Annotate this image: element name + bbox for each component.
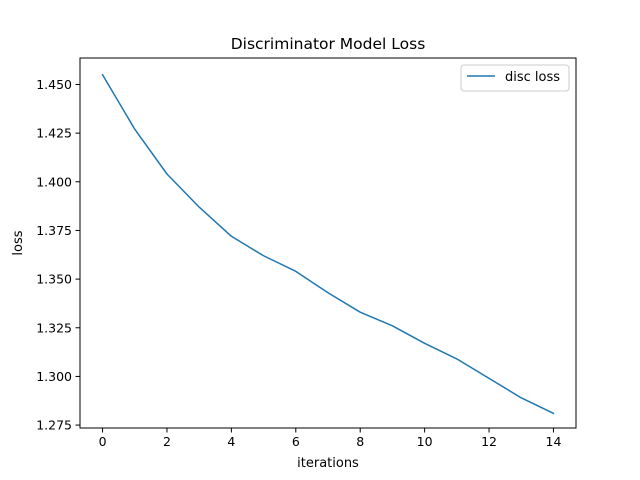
y-tick-label: 1.400 — [36, 174, 72, 189]
y-tick-label: 1.325 — [36, 320, 72, 335]
y-axis-label: loss — [11, 230, 26, 255]
legend-label-disc-loss: disc loss — [505, 70, 560, 85]
x-tick-label: 8 — [356, 434, 364, 449]
x-tick-label: 12 — [481, 434, 497, 449]
y-tick-label: 1.350 — [36, 272, 72, 287]
x-tick-label: 4 — [227, 434, 235, 449]
legend: disc loss — [460, 64, 570, 92]
series-lines — [101, 73, 555, 415]
x-axis-ticks: 0 2 4 6 8 10 12 14 — [99, 428, 562, 449]
y-tick-label: 1.300 — [36, 369, 72, 384]
legend-box — [460, 64, 570, 92]
y-tick-label: 1.375 — [36, 223, 72, 238]
y-axis-ticks: 1.275 1.300 1.325 1.350 1.375 1.400 1.425 1.450 — [36, 77, 80, 433]
series-line-disc-loss — [101, 73, 555, 415]
chart-title: Discriminator Model Loss — [231, 35, 426, 53]
y-tick-label: 1.275 — [36, 418, 72, 433]
x-tick-label: 14 — [546, 434, 562, 449]
x-tick-label: 10 — [417, 434, 433, 449]
y-tick-label: 1.425 — [36, 126, 72, 141]
x-tick-label: 0 — [99, 434, 107, 449]
x-tick-label: 6 — [292, 434, 300, 449]
y-tick-label: 1.450 — [36, 77, 72, 92]
x-tick-label: 2 — [163, 434, 171, 449]
x-axis-label: iterations — [297, 456, 359, 471]
axes-frame — [79, 57, 577, 429]
